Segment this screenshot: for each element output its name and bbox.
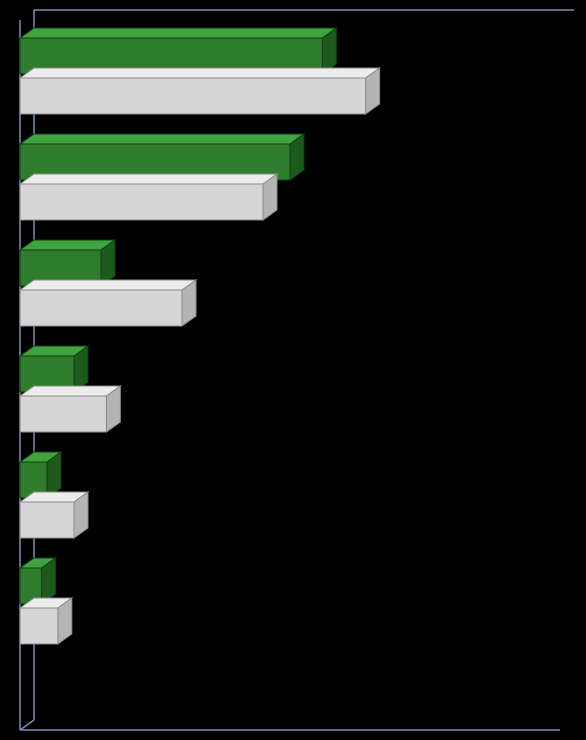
bar-series-b — [20, 174, 277, 220]
chart-svg — [0, 0, 586, 740]
bar-series-a — [20, 346, 88, 392]
bar-series-b — [20, 386, 120, 432]
axis-depth-connector — [20, 720, 34, 730]
grouped-3d-horizontal-bar-chart — [0, 0, 586, 740]
bar-series-a — [20, 134, 304, 180]
bar-series-b — [20, 492, 88, 538]
bar-series-a — [20, 240, 115, 286]
bar-series-a — [20, 558, 56, 604]
bar-series-b — [20, 598, 72, 644]
bar-series-a — [20, 28, 336, 74]
bar-series-a — [20, 452, 61, 498]
bar-series-b — [20, 68, 380, 114]
bar-series-b — [20, 280, 196, 326]
